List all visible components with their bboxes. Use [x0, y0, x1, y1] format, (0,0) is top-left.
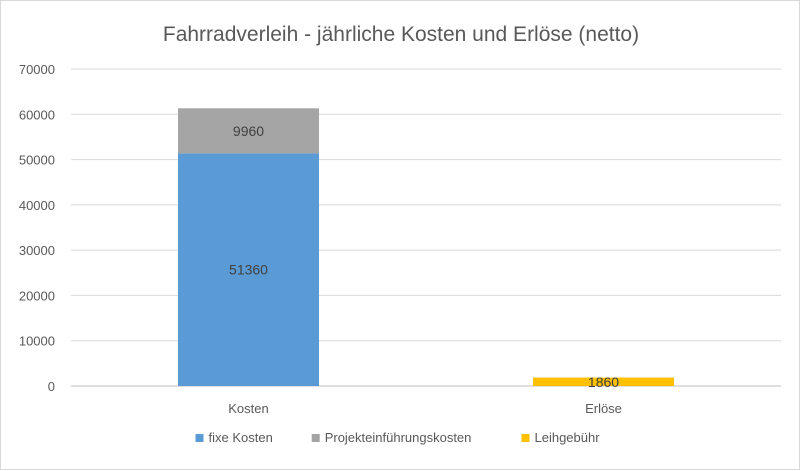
data-label: 51360 [229, 262, 268, 278]
y-tick-label: 0 [48, 379, 55, 394]
bar-segment [178, 108, 319, 154]
gridlines [71, 68, 781, 387]
y-axis-ticks: 0 10000 20000 30000 40000 50000 60000 70000 [19, 62, 55, 394]
chart-title: Fahrradverleih - jährliche Kosten und Er… [163, 23, 639, 46]
bar-segment [178, 153, 319, 386]
legend-label: Leihgebühr [535, 430, 601, 445]
legend: fixe Kosten Projekteinführungskosten Leihg… [195, 430, 601, 445]
x-category-label: Erlöse [585, 401, 622, 416]
bars [178, 108, 674, 386]
y-tick-label: 70000 [19, 62, 55, 77]
legend-label: Projekteinführungskosten [325, 430, 472, 445]
legend-swatch [311, 434, 320, 442]
legend-label: fixe Kosten [209, 430, 273, 445]
y-tick-label: 60000 [19, 107, 55, 122]
data-labels: 51360 9960 1860 [229, 123, 619, 390]
x-category-label: Kosten [228, 401, 268, 416]
legend-swatch [195, 434, 204, 442]
y-tick-label: 20000 [19, 288, 55, 303]
data-label: 9960 [233, 123, 264, 139]
y-tick-label: 30000 [19, 243, 55, 258]
y-tick-label: 10000 [19, 334, 55, 349]
data-label: 1860 [588, 374, 619, 390]
legend-swatch [521, 434, 530, 442]
y-tick-label: 40000 [19, 198, 55, 213]
y-tick-label: 50000 [19, 153, 55, 168]
x-axis-categories: Kosten Erlöse [228, 401, 622, 416]
bar-segment [533, 377, 674, 386]
